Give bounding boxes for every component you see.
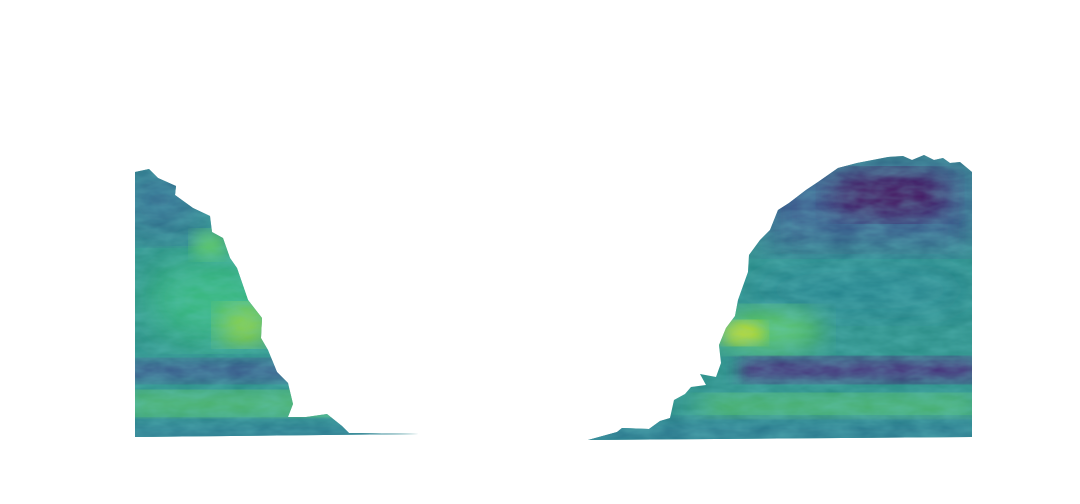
left-lobe (135, 169, 419, 437)
left-lobe-texture (135, 169, 419, 437)
right-lobe-texture (588, 155, 972, 440)
right-lobe (588, 155, 972, 440)
